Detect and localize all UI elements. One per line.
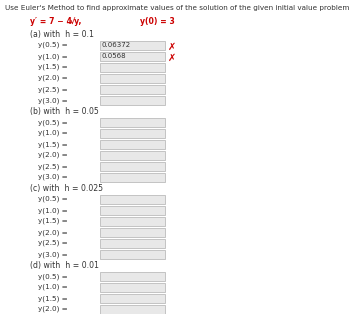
FancyBboxPatch shape <box>100 173 165 182</box>
Text: 0.0568: 0.0568 <box>102 53 127 59</box>
Text: y(2.5) =: y(2.5) = <box>38 86 68 93</box>
FancyBboxPatch shape <box>100 206 165 215</box>
Text: y(1.0) =: y(1.0) = <box>38 130 68 137</box>
Text: y(0.5) =: y(0.5) = <box>38 42 68 48</box>
Text: y(0) = 3: y(0) = 3 <box>140 17 175 26</box>
Text: y(1.0) =: y(1.0) = <box>38 207 68 214</box>
Text: y(2.0) =: y(2.0) = <box>38 75 68 82</box>
Text: y(3.0) =: y(3.0) = <box>38 97 68 104</box>
FancyBboxPatch shape <box>100 162 165 171</box>
Text: y(2.0) =: y(2.0) = <box>38 152 68 159</box>
Text: y(1.5) =: y(1.5) = <box>38 295 68 301</box>
Text: y(2.0) =: y(2.0) = <box>38 306 68 312</box>
FancyBboxPatch shape <box>100 250 165 259</box>
FancyBboxPatch shape <box>100 41 165 50</box>
Text: y(1.5) =: y(1.5) = <box>38 64 68 71</box>
Text: y(0.5) =: y(0.5) = <box>38 196 68 203</box>
Text: (d) with  h = 0.01: (d) with h = 0.01 <box>30 261 99 270</box>
FancyBboxPatch shape <box>100 195 165 204</box>
Text: (a) with  h = 0.1: (a) with h = 0.1 <box>30 30 94 39</box>
Text: y(1.5) =: y(1.5) = <box>38 141 68 148</box>
FancyBboxPatch shape <box>100 305 165 314</box>
FancyBboxPatch shape <box>100 96 165 105</box>
FancyBboxPatch shape <box>100 228 165 237</box>
FancyBboxPatch shape <box>100 129 165 138</box>
Text: ✗: ✗ <box>168 53 176 63</box>
Text: 0.06372: 0.06372 <box>102 42 131 48</box>
Text: ✗: ✗ <box>168 42 176 52</box>
Text: y(1.0) =: y(1.0) = <box>38 53 68 59</box>
Text: y(0.5) =: y(0.5) = <box>38 273 68 279</box>
Text: y(3.0) =: y(3.0) = <box>38 174 68 181</box>
Text: y(1.5) =: y(1.5) = <box>38 218 68 225</box>
FancyBboxPatch shape <box>100 63 165 72</box>
FancyBboxPatch shape <box>100 151 165 160</box>
Text: Use Euler's Method to find approximate values of the solution of the given initi: Use Euler's Method to find approximate v… <box>5 5 350 11</box>
Text: y(1.0) =: y(1.0) = <box>38 284 68 290</box>
FancyBboxPatch shape <box>100 140 165 149</box>
FancyBboxPatch shape <box>100 272 165 281</box>
FancyBboxPatch shape <box>100 85 165 94</box>
FancyBboxPatch shape <box>100 52 165 61</box>
FancyBboxPatch shape <box>100 283 165 292</box>
Text: y(3.0) =: y(3.0) = <box>38 251 68 257</box>
Text: √y,: √y, <box>70 17 83 26</box>
Text: (c) with  h = 0.025: (c) with h = 0.025 <box>30 184 103 193</box>
FancyBboxPatch shape <box>100 294 165 303</box>
FancyBboxPatch shape <box>100 217 165 226</box>
FancyBboxPatch shape <box>100 74 165 83</box>
Text: (b) with  h = 0.05: (b) with h = 0.05 <box>30 107 99 116</box>
Text: y(2.0) =: y(2.0) = <box>38 229 68 236</box>
Text: y(0.5) =: y(0.5) = <box>38 119 68 126</box>
Text: y(2.5) =: y(2.5) = <box>38 163 68 170</box>
FancyBboxPatch shape <box>100 118 165 127</box>
Text: y′ = 7 − 4: y′ = 7 − 4 <box>30 17 72 26</box>
FancyBboxPatch shape <box>100 239 165 248</box>
Text: y(2.5) =: y(2.5) = <box>38 240 68 246</box>
